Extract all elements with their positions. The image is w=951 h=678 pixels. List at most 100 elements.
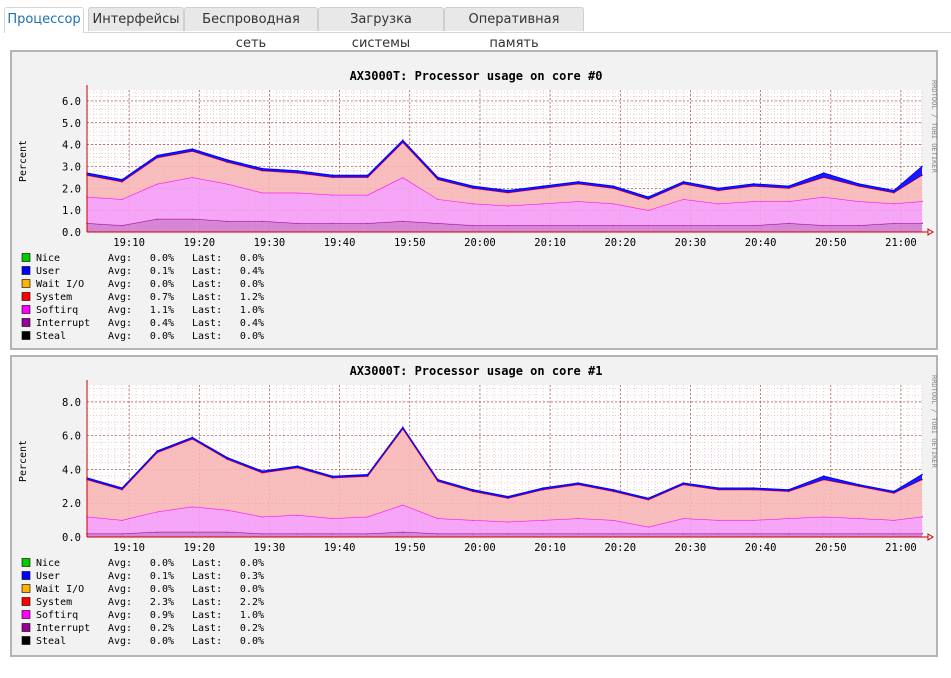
data-point-user [823,475,825,477]
x-tick-label: 20:20 [604,237,636,249]
legend-last-label: Last: [192,292,222,303]
legend-last-label: Last: [192,597,222,608]
data-point-user [121,178,123,181]
x-tick-label: 20:20 [604,542,636,554]
cpu-core-1-chart: AX3000T: Processor usage on core #1 RRDTO… [18,364,938,647]
data-point-user [542,185,544,187]
legend-swatch-user [21,266,31,275]
y-tick-label: 6.0 [62,431,81,443]
x-axis-arrow [927,228,934,236]
x-tick-label: 20:00 [464,542,496,554]
data-point-user [893,490,895,493]
x-tick-label: 19:30 [254,237,286,249]
legend-name: User [36,571,60,582]
legend-last-label: Last: [192,305,222,316]
chart-title: AX3000T: Processor usage on core #0 [350,69,603,83]
y-tick-label: 2.0 [62,498,81,510]
legend-avg-value: 0.2% [150,623,174,634]
x-tick-label: 19:10 [113,237,145,249]
tab-interfaces[interactable]: Интерфейсы [88,7,184,31]
y-axis-label: Percent [18,140,29,182]
legend-last-label: Last: [192,584,222,595]
data-point-user [331,475,334,477]
legend-name: Interrupt [36,318,90,329]
legend-swatch-softirq [21,610,31,619]
legend-last-value: 0.0% [240,279,264,290]
legend-swatch-wait-i-o [21,279,31,288]
tab-processor[interactable]: Процессор [4,7,84,33]
rrdtool-watermark: RRDTOOL / TOBI OETIKER [930,80,938,174]
legend-last-value: 1.2% [240,292,264,303]
data-point-user [226,456,229,459]
legend-name: System [36,597,72,608]
x-tick-label: 19:50 [394,542,426,554]
legend-last-value: 0.4% [240,266,264,277]
x-tick-label: 21:00 [885,237,917,249]
y-tick-label: 8.0 [62,397,81,409]
legend-avg-label: Avg: [108,279,132,290]
data-point-user [787,185,790,187]
x-tick-label: 20:40 [745,542,777,554]
legend-last-value: 0.0% [240,253,264,264]
data-point-user [121,487,123,489]
x-tick-label: 19:10 [113,542,145,554]
legend-last-value: 0.2% [240,623,264,634]
y-tick-label: 2.0 [62,183,81,195]
legend-avg-label: Avg: [108,623,132,634]
legend-last-value: 0.3% [240,571,264,582]
legend-name: Softirq [36,610,78,621]
legend-avg-label: Avg: [108,292,132,303]
legend-name: Steal [36,636,66,647]
y-tick-label: 1.0 [62,205,81,217]
tab-system-load[interactable]: Загрузка системы [318,7,444,51]
legend-name: Steal [36,331,66,342]
cpu-core-1-graph: AX3000T: Processor usage on core #1 RRDTO… [10,355,938,657]
legend-name: Interrupt [36,623,90,634]
legend-avg-label: Avg: [108,318,132,329]
legend-avg-label: Avg: [108,597,132,608]
data-point-user [823,172,825,174]
legend-avg-label: Avg: [108,610,132,621]
data-point-user [647,497,650,499]
data-point-user [402,426,404,428]
legend-avg-value: 0.0% [150,558,174,569]
x-tick-label: 20:50 [815,237,847,249]
tab-memory[interactable]: Оперативная память [444,7,584,51]
legend-swatch-steal [21,331,31,340]
data-point-user [577,482,579,484]
y-tick-label: 5.0 [62,118,81,130]
legend-avg-label: Avg: [108,253,132,264]
y-axis-label: Percent [18,440,29,482]
legend-avg-value: 0.1% [150,266,174,277]
y-tick-label: 6.0 [62,96,81,108]
data-point-user [858,183,860,185]
x-tick-label: 20:50 [815,542,847,554]
x-tick-label: 19:30 [254,542,286,554]
legend-last-label: Last: [192,610,222,621]
data-point-user [437,478,439,481]
data-point-user [402,139,404,141]
legend-name: System [36,292,72,303]
legend-avg-label: Avg: [108,558,132,569]
legend-swatch-steal [21,636,31,645]
legend-last-label: Last: [192,571,222,582]
x-tick-label: 19:20 [183,542,215,554]
data-point-user [296,170,299,172]
legend-avg-value: 0.1% [150,571,174,582]
legend-last-value: 0.0% [240,331,264,342]
data-point-user [921,473,923,476]
data-point-user [542,487,544,489]
legend-name: Nice [36,558,60,569]
y-tick-label: 4.0 [62,464,81,476]
x-tick-label: 20:10 [534,237,566,249]
legend-last-label: Last: [192,636,222,647]
data-point-user [191,148,194,150]
data-point-user [261,470,264,472]
tab-wireless[interactable]: Беспроводная сеть [184,7,318,51]
data-point-user [366,174,369,176]
data-point-user [156,154,158,157]
legend-swatch-wait-i-o [21,584,31,593]
legend-last-value: 0.0% [240,636,264,647]
legend-last-label: Last: [192,623,222,634]
legend-avg-value: 0.0% [150,253,174,264]
